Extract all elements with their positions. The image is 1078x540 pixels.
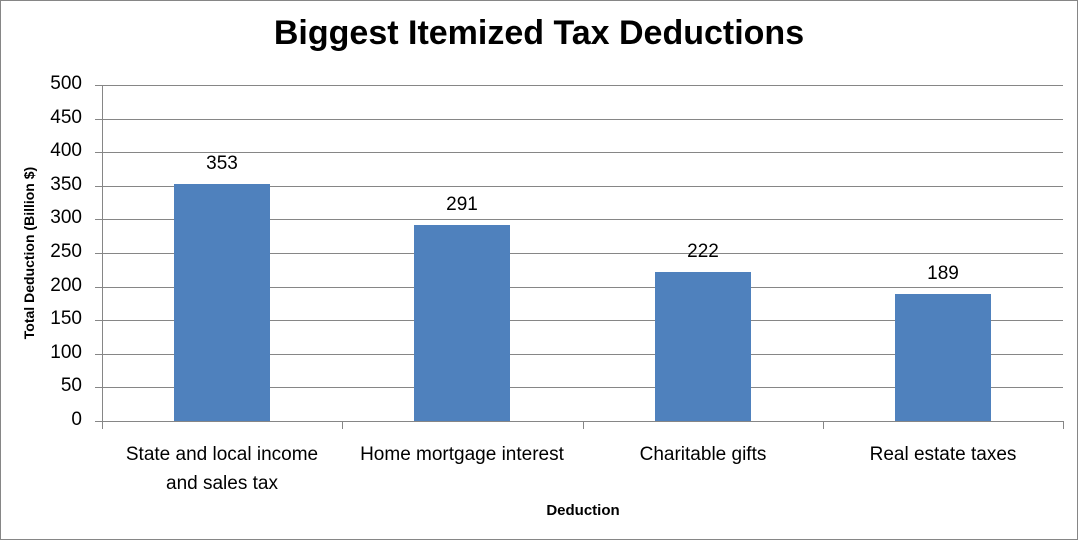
- gridline: [102, 253, 1063, 254]
- gridline: [102, 387, 1063, 388]
- y-tick-mark: [95, 186, 102, 187]
- plot-area: 353 291 222 189: [95, 85, 1064, 429]
- bar: [895, 294, 991, 421]
- chart-title: Biggest Itemized Tax Deductions: [273, 14, 805, 52]
- y-tick-mark: [95, 387, 102, 388]
- y-tick-label: 50: [60, 375, 82, 396]
- y-tick-mark: [95, 421, 102, 422]
- x-category-label: Real estate taxes: [869, 444, 1017, 465]
- y-tick-label: 0: [71, 409, 82, 430]
- gridline: [102, 152, 1063, 153]
- y-tick-mark: [95, 219, 102, 220]
- y-tick-label: 200: [50, 275, 82, 296]
- gridline: [102, 186, 1063, 187]
- x-tick-mark: [823, 421, 824, 429]
- y-tick-mark: [95, 253, 102, 254]
- x-tick-mark: [1063, 421, 1064, 429]
- y-tick-label: 500: [50, 73, 82, 94]
- y-axis-line: [102, 85, 103, 421]
- gridline: [102, 320, 1063, 321]
- x-category-label: Home mortgage interest: [360, 444, 564, 465]
- y-tick-label: 400: [50, 140, 82, 161]
- x-category-label: Charitable gifts: [639, 444, 767, 465]
- gridline: [102, 119, 1063, 120]
- y-tick-mark: [95, 119, 102, 120]
- y-tick-label: 350: [50, 174, 82, 195]
- bar-data-label: 222: [687, 241, 719, 262]
- bar-data-label: 353: [206, 153, 238, 174]
- y-tick-mark: [95, 287, 102, 288]
- bar: [174, 184, 270, 421]
- x-axis-line: [102, 421, 1063, 422]
- bar: [655, 272, 751, 421]
- y-tick-mark: [95, 152, 102, 153]
- x-tick-mark: [102, 421, 103, 429]
- y-tick-label: 100: [50, 342, 82, 363]
- y-tick-mark: [95, 320, 102, 321]
- y-tick-mark: [95, 354, 102, 355]
- x-category-label: State and local income and sales tax: [125, 444, 319, 494]
- gridline: [102, 287, 1063, 288]
- x-axis-title: Deduction: [546, 502, 620, 519]
- gridline: [102, 219, 1063, 220]
- bar-data-label: 291: [446, 194, 478, 215]
- y-tick-label: 250: [50, 241, 82, 262]
- y-tick-label: 300: [50, 207, 82, 228]
- y-tick-mark: [95, 85, 102, 86]
- bar: [414, 225, 510, 421]
- y-axis-title: Total Deduction (Billion $): [21, 166, 37, 340]
- y-tick-label: 150: [50, 308, 82, 329]
- gridline: [102, 85, 1063, 86]
- bar-data-label: 189: [927, 263, 959, 284]
- x-tick-mark: [342, 421, 343, 429]
- y-tick-label: 450: [50, 107, 82, 128]
- gridline: [102, 354, 1063, 355]
- x-tick-mark: [583, 421, 584, 429]
